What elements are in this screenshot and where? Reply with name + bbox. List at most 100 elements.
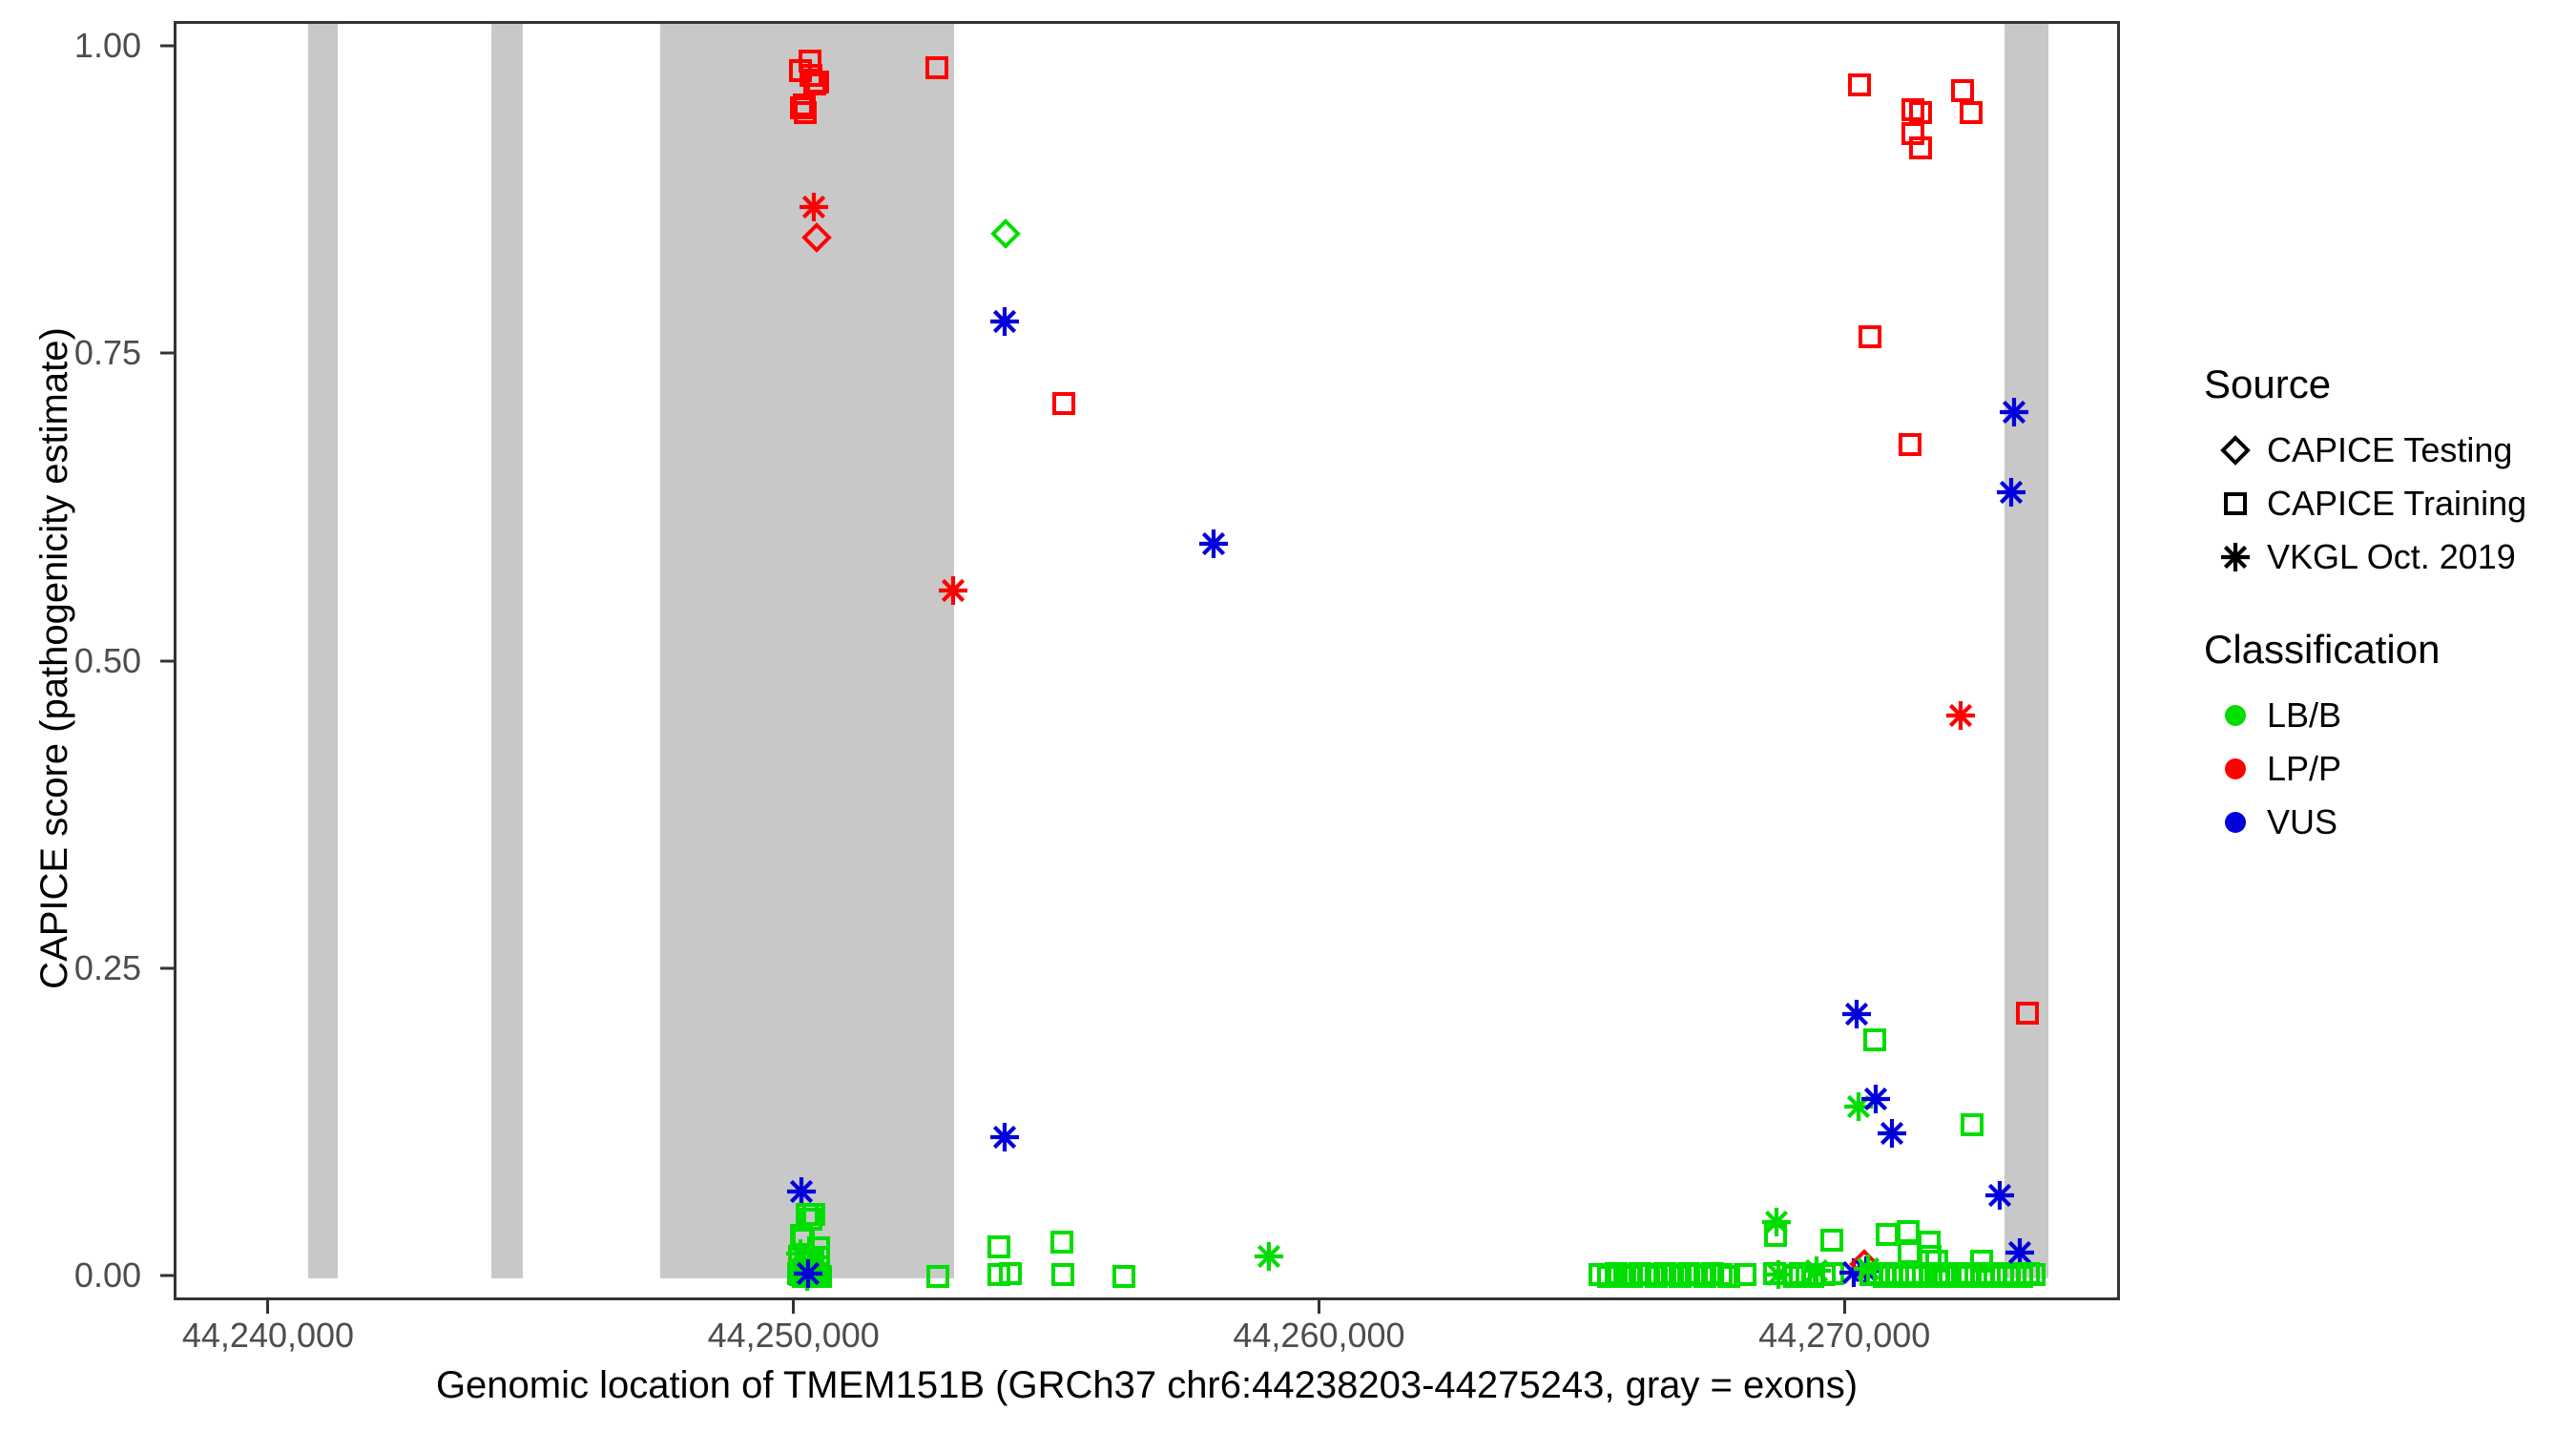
data-point [1602,1259,1631,1288]
data-point [1924,1260,1953,1289]
exon-band [307,24,338,1279]
y-tick-label: 0.50 [73,640,141,680]
data-point [1876,1117,1908,1150]
data-point [985,1260,1013,1289]
data-point [1818,1259,1847,1288]
data-point [1899,95,1927,124]
data-point [1958,1110,1986,1139]
data-point [988,1121,1021,1153]
x-tick-mark [266,1300,270,1314]
data-point [1848,1248,1880,1280]
data-point [1860,1026,1889,1054]
data-point [1883,1260,1912,1289]
data-point [1707,1260,1735,1289]
data-point [1906,98,1935,127]
data-point [1642,1262,1671,1291]
legend-rows-source: CAPICE Testing CAPICE Training VKGL Oct. 2… [2204,424,2566,584]
legend-row-source-square[interactable]: CAPICE Training [2204,477,2566,530]
data-point [1760,1206,1793,1238]
x-tick-mark [1317,1300,1320,1314]
data-point [1894,1217,1922,1246]
plot-area [177,24,2117,1297]
data-point [1253,1240,1285,1273]
data-point [1948,76,1977,105]
legend-label-source: CAPICE Training [2267,484,2527,524]
data-point [1863,1259,1892,1288]
data-point [1896,430,1924,459]
data-point [1674,1259,1703,1288]
exon-band [659,24,954,1279]
data-point [1793,1260,1821,1289]
legend-title-classification: Classification [2204,627,2441,673]
legend-row-source-diamond[interactable]: CAPICE Testing [2204,424,2566,477]
color-dot-icon [2204,742,2267,796]
data-point [1762,1258,1795,1291]
data-point [1110,1262,1138,1291]
data-point [1957,98,1985,127]
data-point [1634,1260,1663,1289]
data-point [1850,1255,1882,1287]
data-point [1852,1253,1884,1285]
y-tick-mark [160,966,174,970]
x-tick-mark [1842,1300,1846,1314]
data-point [1842,1090,1875,1123]
data-point [1895,1238,1923,1267]
data-point [1617,1262,1646,1291]
data-point [1586,1260,1614,1289]
y-tick-label: 0.75 [73,333,141,373]
legend-label-source: CAPICE Testing [2267,430,2513,470]
data-point [1610,1260,1639,1289]
data-point [1049,389,1078,418]
data-point [988,305,1021,338]
legend-row-classification-LP-P[interactable]: LP/P [2204,742,2566,796]
data-point [1975,1259,2004,1288]
data-point [1818,1226,1846,1255]
legend-label-classification: LB/B [2267,695,2342,736]
data-point [1651,1259,1679,1288]
exon-band [491,24,524,1279]
data-point [1049,1260,1077,1289]
plot-panel [174,21,2120,1300]
legend: Source CAPICE Testing CAPICE Training VKGL… [2204,362,2566,893]
data-point [1845,71,1874,99]
data-point [1197,528,1230,560]
y-tick-label: 0.25 [73,947,141,987]
y-tick-mark [160,44,174,48]
data-point [1936,1259,1964,1288]
color-dot-icon [2204,796,2267,849]
data-point [1698,1259,1727,1288]
data-point [1798,1262,1827,1291]
data-point [1786,1259,1815,1288]
data-point [1944,699,1977,732]
data-point [1761,1221,1790,1250]
data-point [989,218,1022,250]
asterisk-marker-icon [2204,530,2267,584]
data-point [1731,1260,1759,1289]
data-point [1857,1260,1885,1289]
x-tick-mark [792,1300,796,1314]
legend-row-source-asterisk[interactable]: VKGL Oct. 2019 [2204,530,2566,584]
y-tick-mark [160,1274,174,1277]
legend-block-source: Source CAPICE Testing CAPICE Training VKGL… [2204,362,2566,584]
y-tick-mark [160,351,174,355]
data-point [1682,1260,1711,1289]
legend-label-classification: VUS [2267,802,2338,842]
legend-row-classification-VUS[interactable]: VUS [2204,796,2566,849]
data-point [1838,1256,1870,1289]
x-tick-label: 44,250,000 [707,1316,880,1355]
data-point [1691,1262,1719,1291]
data-point [1658,1260,1687,1289]
legend-row-classification-LB-B[interactable]: LB/B [2204,689,2566,742]
data-point [1897,1259,1925,1288]
legend-block-classification: Classification LB/B LP/P VUS [2204,627,2566,849]
data-point [1942,1260,1971,1289]
data-point [985,1233,1013,1261]
data-point [1967,1247,1996,1275]
x-tick-label: 44,270,000 [1758,1316,1931,1355]
exon-band [2005,24,2049,1279]
data-point [1962,1260,1990,1289]
data-point [1840,998,1873,1030]
legend-rows-classification: LB/B LP/P VUS [2204,689,2566,849]
data-point [1890,1262,1919,1291]
x-tick-label: 44,260,000 [1233,1316,1405,1355]
